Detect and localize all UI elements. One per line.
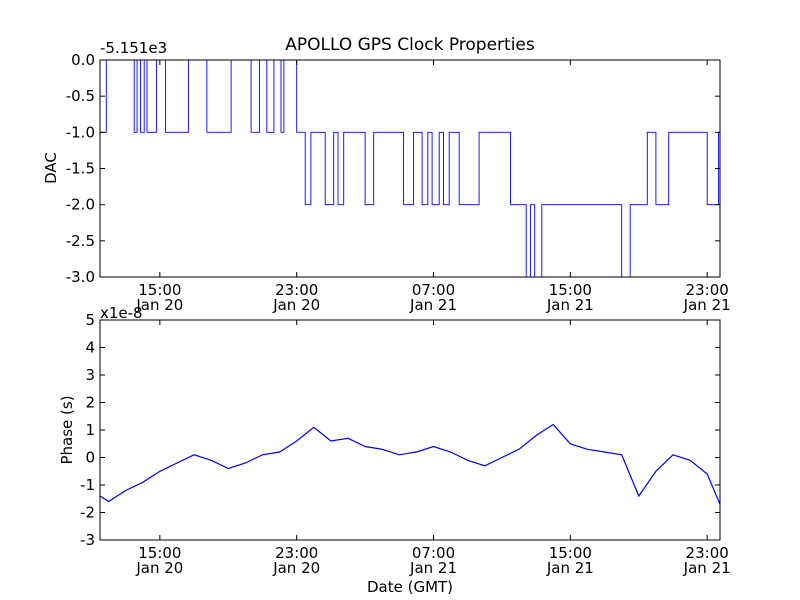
- x-tick-label: 15:00: [549, 281, 592, 299]
- y-tick-label: -2.5: [66, 232, 95, 250]
- y-tick-label: -0.5: [66, 87, 95, 105]
- x-tick-label: Jan 20: [272, 559, 320, 577]
- x-tick-label: Jan 21: [546, 559, 594, 577]
- x-tick-label: 15:00: [549, 544, 592, 562]
- x-tick-label: Jan 21: [546, 296, 594, 314]
- x-tick-label: 15:00: [138, 544, 181, 562]
- y-tick-label: -1.0: [66, 123, 95, 141]
- x-tick-label: 23:00: [686, 544, 729, 562]
- x-tick-label: Jan 20: [135, 559, 183, 577]
- y-tick-label: 0.0: [71, 51, 95, 69]
- y-tick-label: -3.0: [66, 268, 95, 286]
- y-tick-label: -1: [80, 476, 95, 494]
- y-tick-label: -2: [80, 504, 95, 522]
- x-tick-label: Jan 21: [409, 296, 457, 314]
- y-tick-label: 2: [85, 394, 95, 412]
- dac-offset-label: -5.151e3: [100, 39, 167, 57]
- x-tick-label: Jan 21: [683, 296, 731, 314]
- dac-axes-frame: [99, 59, 721, 278]
- y-tick-label: 0: [85, 449, 95, 467]
- x-tick-label: 07:00: [412, 544, 455, 562]
- x-tick-label: Jan 21: [683, 559, 731, 577]
- y-tick-label: 1: [85, 421, 95, 439]
- phase-offset-label: x1e-8: [100, 304, 143, 322]
- x-tick-label: Jan 20: [135, 296, 183, 314]
- x-tick-label: 07:00: [412, 281, 455, 299]
- y-tick-label: -1.5: [66, 160, 95, 178]
- x-tick-label: 23:00: [275, 544, 318, 562]
- x-tick-label: Jan 20: [272, 296, 320, 314]
- x-axis-label: Date (GMT): [367, 578, 453, 596]
- dac-ylabel: DAC: [42, 152, 60, 184]
- figure-title: APOLLO GPS Clock Properties: [285, 35, 535, 55]
- x-tick-label: 23:00: [686, 281, 729, 299]
- phase-ylabel: Phase (s): [58, 395, 76, 464]
- x-tick-label: 23:00: [275, 281, 318, 299]
- x-tick-label: 15:00: [138, 281, 181, 299]
- phase-axes-frame: [99, 319, 721, 541]
- y-tick-label: 4: [85, 339, 95, 357]
- y-tick-label: -2.0: [66, 196, 95, 214]
- series-line: [99, 423, 721, 505]
- y-tick-label: -3: [80, 531, 95, 549]
- x-tick-label: Jan 21: [409, 559, 457, 577]
- y-tick-label: 5: [85, 311, 95, 329]
- dac-chart: -5.151e3 DAC 0.0 -0.5 -1.0 -1.5 -2.0 -2.5 -3.0…: [42, 39, 731, 314]
- series-line: [100, 59, 721, 278]
- y-tick-label: 3: [85, 366, 95, 384]
